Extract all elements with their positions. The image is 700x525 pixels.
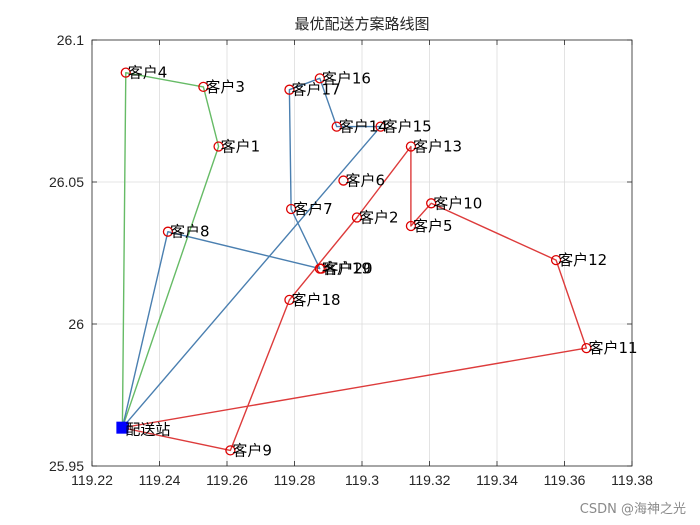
x-tick-label: 119.36 <box>544 472 586 488</box>
customer-marker <box>213 141 224 152</box>
customer-label: 客户11 <box>588 339 637 357</box>
depot-marker <box>116 421 129 434</box>
watermark: CSDN @海神之光 <box>580 502 686 517</box>
customer-label: 客户17 <box>291 81 340 99</box>
customer-label: 客户3 <box>205 78 245 96</box>
customer-marker <box>405 220 417 232</box>
y-tick-label: 26.1 <box>57 32 84 48</box>
customer-label: 客户13 <box>413 138 462 156</box>
customer-marker <box>405 141 417 152</box>
x-tick-label: 119.34 <box>476 472 518 488</box>
x-tick-label: 119.32 <box>409 472 451 488</box>
customer-marker <box>351 212 363 223</box>
x-tick-label: 119.24 <box>139 472 181 488</box>
customer-marker <box>284 84 295 95</box>
customer-label: 客户6 <box>345 172 385 190</box>
customer-label: 客户18 <box>291 291 340 309</box>
x-tick-label: 119.28 <box>274 472 316 488</box>
customer-marker <box>550 254 562 266</box>
customer-label: 客户19 <box>322 260 371 278</box>
customer-markers <box>116 67 592 456</box>
y-tick-label: 25.95 <box>49 458 84 474</box>
customer-label: 客户10 <box>433 194 482 212</box>
customer-marker <box>314 73 325 84</box>
customer-label: 客户12 <box>558 251 607 269</box>
depot-label: 配送站 <box>125 421 170 439</box>
customer-label: 客户5 <box>413 217 453 235</box>
customer-label: 客户1 <box>221 138 261 156</box>
route-lines <box>121 72 588 452</box>
y-tick-label: 26.05 <box>49 174 84 190</box>
customer-marker <box>162 226 174 237</box>
customer-marker <box>120 67 131 78</box>
axis-ticks: 119.22 119.24 119.26 119.28 119.3 119.32 119.3… <box>49 32 653 488</box>
customer-marker <box>331 121 342 132</box>
customer-label: 客户20 <box>324 260 373 278</box>
x-tick-label: 119.26 <box>206 472 248 488</box>
customer-marker <box>316 263 327 274</box>
route-line-3 <box>122 145 588 452</box>
customer-label: 客户2 <box>359 209 399 227</box>
y-tick-label: 26 <box>68 316 84 332</box>
x-tick-label: 119.22 <box>71 472 113 488</box>
customer-label: 客户9 <box>232 441 272 459</box>
x-tick-label: 119.38 <box>611 472 653 488</box>
customer-marker <box>581 342 592 354</box>
customer-label: 客户4 <box>128 64 168 82</box>
customer-marker <box>198 81 209 93</box>
customer-label: 客户15 <box>383 118 432 136</box>
customer-marker <box>426 198 437 209</box>
route-line-1 <box>121 72 220 428</box>
customer-label: 客户7 <box>293 200 333 218</box>
customer-marker <box>338 175 349 186</box>
customer-label: 客户8 <box>170 223 210 241</box>
chart-title: 最优配送方案路线图 <box>294 15 429 33</box>
x-tick-label: 119.3 <box>345 472 379 488</box>
point-labels: 客户1 客户2 客户3 客户4 客户5 客户6 客户7 客户8 客户9 客户10 客户11 客户12 客… <box>125 64 637 460</box>
grid-lines <box>91 39 633 467</box>
customer-marker <box>375 121 386 132</box>
customer-label: 客户16 <box>322 69 371 87</box>
route-line-2 <box>121 77 382 429</box>
customer-label: 客户14 <box>339 118 388 136</box>
customer-marker <box>225 445 236 456</box>
customer-marker <box>284 294 295 306</box>
customer-marker <box>285 203 297 215</box>
